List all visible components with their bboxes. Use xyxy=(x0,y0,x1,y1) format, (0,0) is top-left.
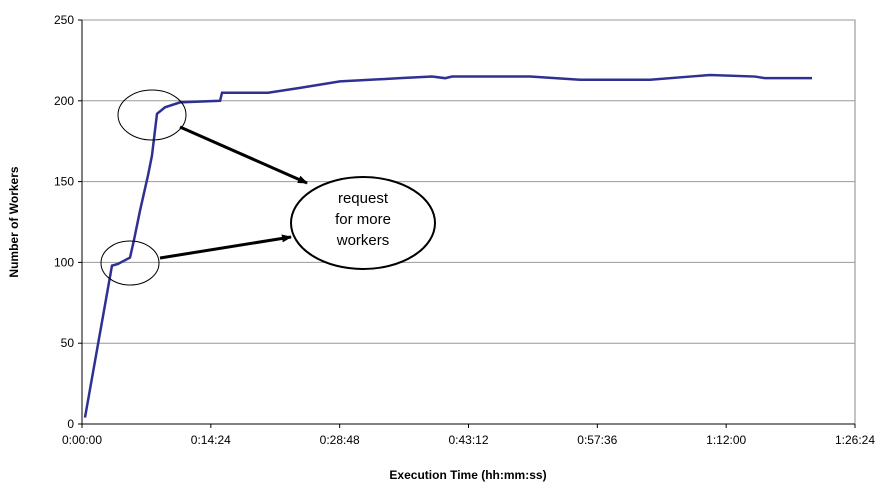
annotations: request for more workers xyxy=(100,89,436,286)
arrow xyxy=(159,234,292,260)
y-tick-label: 250 xyxy=(54,13,74,27)
x-tick-label: 1:12:00 xyxy=(706,433,746,447)
callout-text: for more xyxy=(335,211,391,228)
callout-text: workers xyxy=(336,232,390,249)
x-tick-label: 0:43:12 xyxy=(448,433,488,447)
y-axis-title: Number of Workers xyxy=(7,166,21,277)
callout-text: request xyxy=(338,190,389,207)
arrow xyxy=(179,125,308,185)
callout-ellipse xyxy=(290,176,436,270)
y-tick-label: 200 xyxy=(54,94,74,108)
y-tick-label: 100 xyxy=(54,255,74,269)
y-tick-label: 50 xyxy=(61,336,75,350)
plot-area: 0 50 100 150 200 250 0:00:00 0:14:24 0:28:48 0:43… xyxy=(54,13,875,447)
highlight-ellipse xyxy=(100,240,160,286)
y-tick-label: 150 xyxy=(54,175,74,189)
x-axis-title: Execution Time (hh:mm:ss) xyxy=(389,468,546,482)
x-tick-label: 0:28:48 xyxy=(320,433,360,447)
x-tick-label: 1:26:24 xyxy=(835,433,875,447)
highlight-ellipse xyxy=(117,89,187,141)
x-tick-label: 0:14:24 xyxy=(191,433,231,447)
x-tick-label: 0:57:36 xyxy=(577,433,617,447)
y-tick-label: 0 xyxy=(67,417,74,431)
plot-frame xyxy=(81,19,856,425)
data-line xyxy=(83,73,813,418)
x-tick-label: 0:00:00 xyxy=(62,433,102,447)
